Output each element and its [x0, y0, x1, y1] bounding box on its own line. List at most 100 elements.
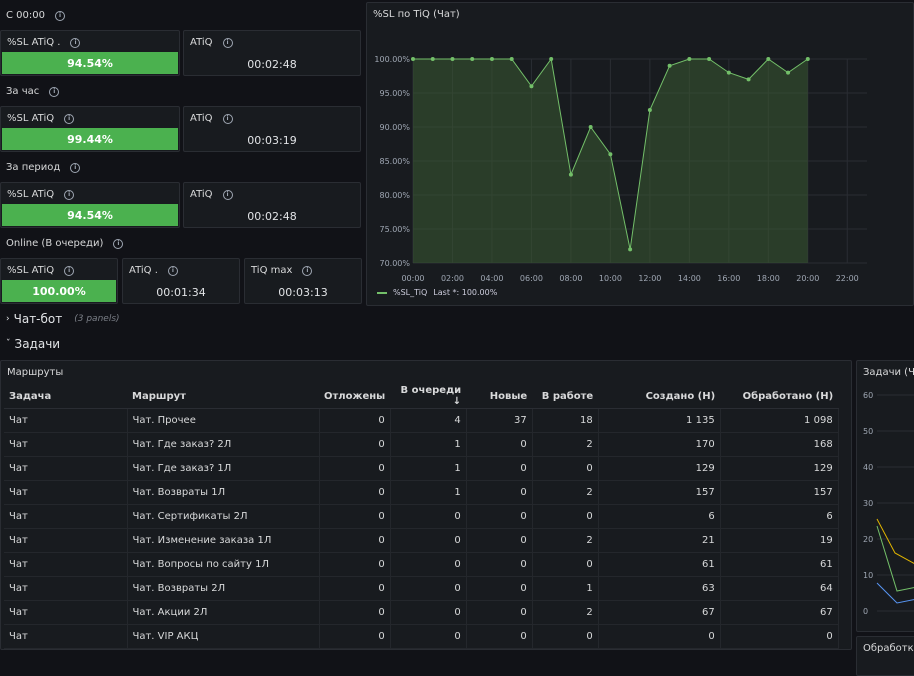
data-point	[647, 108, 652, 112]
table-cell: 0	[532, 456, 599, 481]
column-header[interactable]: Создано (Н)	[598, 384, 721, 409]
info-icon[interactable]: i	[70, 37, 81, 48]
table-cell: 63	[598, 576, 721, 601]
x-tick-label: 14:00	[678, 274, 701, 283]
sl-chart-panel[interactable]: %SL по TiQ (Чат) 100.00% 95.00% 90.00% 85.0…	[366, 2, 914, 306]
y-tick-label: 30	[863, 499, 873, 508]
table-cell: 0	[319, 624, 391, 649]
table-cell: 21	[598, 528, 721, 553]
column-header[interactable]: Новые	[466, 384, 533, 409]
table-cell: 1	[390, 456, 467, 481]
y-tick-label: 100.00%	[374, 55, 410, 64]
table-row[interactable]: Чат Чат. Вопросы по сайту 1Л 0 0 0 0 61 61	[4, 552, 839, 577]
stat-panel-sl-period[interactable]: %SL ATiQ i 94.54%	[0, 182, 180, 228]
info-icon[interactable]: i	[222, 189, 233, 200]
table-row[interactable]: Чат Чат. VIP АКЦ 0 0 0 0 0 0	[4, 624, 839, 649]
table-cell: 0	[319, 480, 391, 505]
info-icon[interactable]: i	[49, 86, 60, 97]
table-row[interactable]: Чат Чат. Возвраты 2Л 0 0 0 1 63 64	[4, 576, 839, 601]
info-icon[interactable]: i	[64, 189, 75, 200]
series-line	[876, 518, 914, 564]
table-cell: 0	[532, 552, 599, 577]
info-icon[interactable]: i	[302, 265, 313, 276]
table-cell: 0	[466, 504, 533, 529]
tasks-chart-panel[interactable]: Задачи (Ча 60 50 40 30 20 10 0	[856, 360, 914, 632]
table-cell: 0	[319, 408, 391, 433]
table-cell: Чат	[4, 480, 128, 505]
processed-panel[interactable]: Обработка	[856, 636, 914, 676]
table-cell: 0	[319, 576, 391, 601]
row-chatbot[interactable]: › Чат-бот (3 panels)	[6, 312, 120, 326]
y-tick-label: 50	[863, 427, 873, 436]
stat-panel-atiq-hour[interactable]: ATiQ i 00:03:19	[183, 106, 361, 152]
table-cell: 0	[466, 624, 533, 649]
table-cell: Чат. Где заказ? 1Л	[127, 456, 320, 481]
panel-title: Маршруты	[7, 367, 64, 378]
stat-panel-atiq-midnight[interactable]: ATiQ i 00:02:48	[183, 30, 361, 76]
y-tick-label: 20	[863, 535, 873, 544]
table-cell: 19	[720, 528, 839, 553]
info-icon[interactable]: i	[167, 265, 178, 276]
y-tick-label: 95.00%	[379, 89, 410, 98]
table-row[interactable]: Чат Чат. Прочее 0 4 37 18 1 135 1 098	[4, 408, 839, 433]
stat-panel-sl-online[interactable]: %SL ATiQ i 100.00%	[0, 258, 118, 304]
table-row[interactable]: Чат Чат. Возвраты 1Л 0 1 0 2 157 157	[4, 480, 839, 505]
table-cell: 157	[598, 480, 721, 505]
info-icon[interactable]: i	[64, 265, 75, 276]
info-icon[interactable]: i	[222, 113, 233, 124]
table-row[interactable]: Чат Чат. Акции 2Л 0 0 0 2 67 67	[4, 600, 839, 625]
info-icon[interactable]: i	[64, 113, 75, 124]
table-cell: Чат	[4, 432, 128, 457]
column-header-sorted[interactable]: В очереди ↓	[390, 384, 467, 409]
table-cell: 2	[532, 480, 599, 505]
y-tick-label: 60	[863, 391, 873, 400]
table-cell: 0	[319, 600, 391, 625]
table-cell: 168	[720, 432, 839, 457]
info-icon[interactable]: i	[70, 162, 81, 173]
series-line	[876, 582, 914, 604]
table-cell: 0	[466, 480, 533, 505]
table-cell: 0	[466, 552, 533, 577]
row-tasks[interactable]: ˇ Задачи	[6, 337, 60, 351]
table-row[interactable]: Чат Чат. Изменение заказа 1Л 0 0 0 2 21 19	[4, 528, 839, 553]
stat-panel-tiq-max[interactable]: TiQ max i 00:03:13	[244, 258, 362, 304]
stat-value: 94.54%	[2, 204, 178, 226]
table-cell: 0	[319, 552, 391, 577]
column-header[interactable]: Обработано (Н)	[720, 384, 839, 409]
stat-value: 00:02:48	[247, 210, 297, 223]
stat-panel-atiq-online[interactable]: ATiQ . i 00:01:34	[122, 258, 240, 304]
table-cell: 2	[532, 528, 599, 553]
stat-value: 00:03:19	[247, 134, 297, 147]
table-cell: 61	[598, 552, 721, 577]
stat-value: 00:02:48	[247, 58, 297, 71]
table-cell: 0	[319, 456, 391, 481]
table-cell: Чат	[4, 576, 128, 601]
data-point	[726, 70, 731, 75]
stat-value: 100.00%	[2, 280, 116, 302]
column-header[interactable]: В работе	[532, 384, 599, 409]
legend-swatch	[377, 291, 387, 294]
chart-legend[interactable]: %SL_TiQ Last *: 100.00%	[377, 288, 497, 297]
table-cell: 61	[720, 552, 839, 577]
column-header[interactable]: Маршрут	[127, 384, 319, 409]
section-online: Online (В очереди) i	[6, 238, 124, 249]
x-tick-label: 00:00	[401, 274, 424, 283]
table-cell: 1 098	[720, 408, 839, 433]
panel-title: TiQ max	[251, 265, 293, 276]
table-cell: Чат	[4, 408, 128, 433]
column-header[interactable]: Задача	[4, 384, 127, 409]
table-row[interactable]: Чат Чат. Сертификаты 2Л 0 0 0 0 6 6	[4, 504, 839, 529]
info-icon[interactable]: i	[222, 37, 233, 48]
info-icon[interactable]: i	[113, 238, 124, 249]
y-tick-label: 90.00%	[379, 123, 410, 132]
stat-panel-sl-hour[interactable]: %SL ATiQ i 99.44%	[0, 106, 180, 152]
y-tick-label: 80.00%	[379, 191, 410, 200]
column-header[interactable]: Отложены	[319, 384, 391, 409]
table-row[interactable]: Чат Чат. Где заказ? 1Л 0 1 0 0 129 129	[4, 456, 839, 481]
info-icon[interactable]: i	[54, 10, 65, 21]
panel-title: ATiQ	[190, 189, 213, 200]
chevron-right-icon: ›	[6, 314, 10, 324]
stat-panel-atiq-period[interactable]: ATiQ i 00:02:48	[183, 182, 361, 228]
stat-panel-sl-midnight[interactable]: %SL ATiQ . i 94.54%	[0, 30, 180, 76]
table-row[interactable]: Чат Чат. Где заказ? 2Л 0 1 0 2 170 168	[4, 432, 839, 457]
